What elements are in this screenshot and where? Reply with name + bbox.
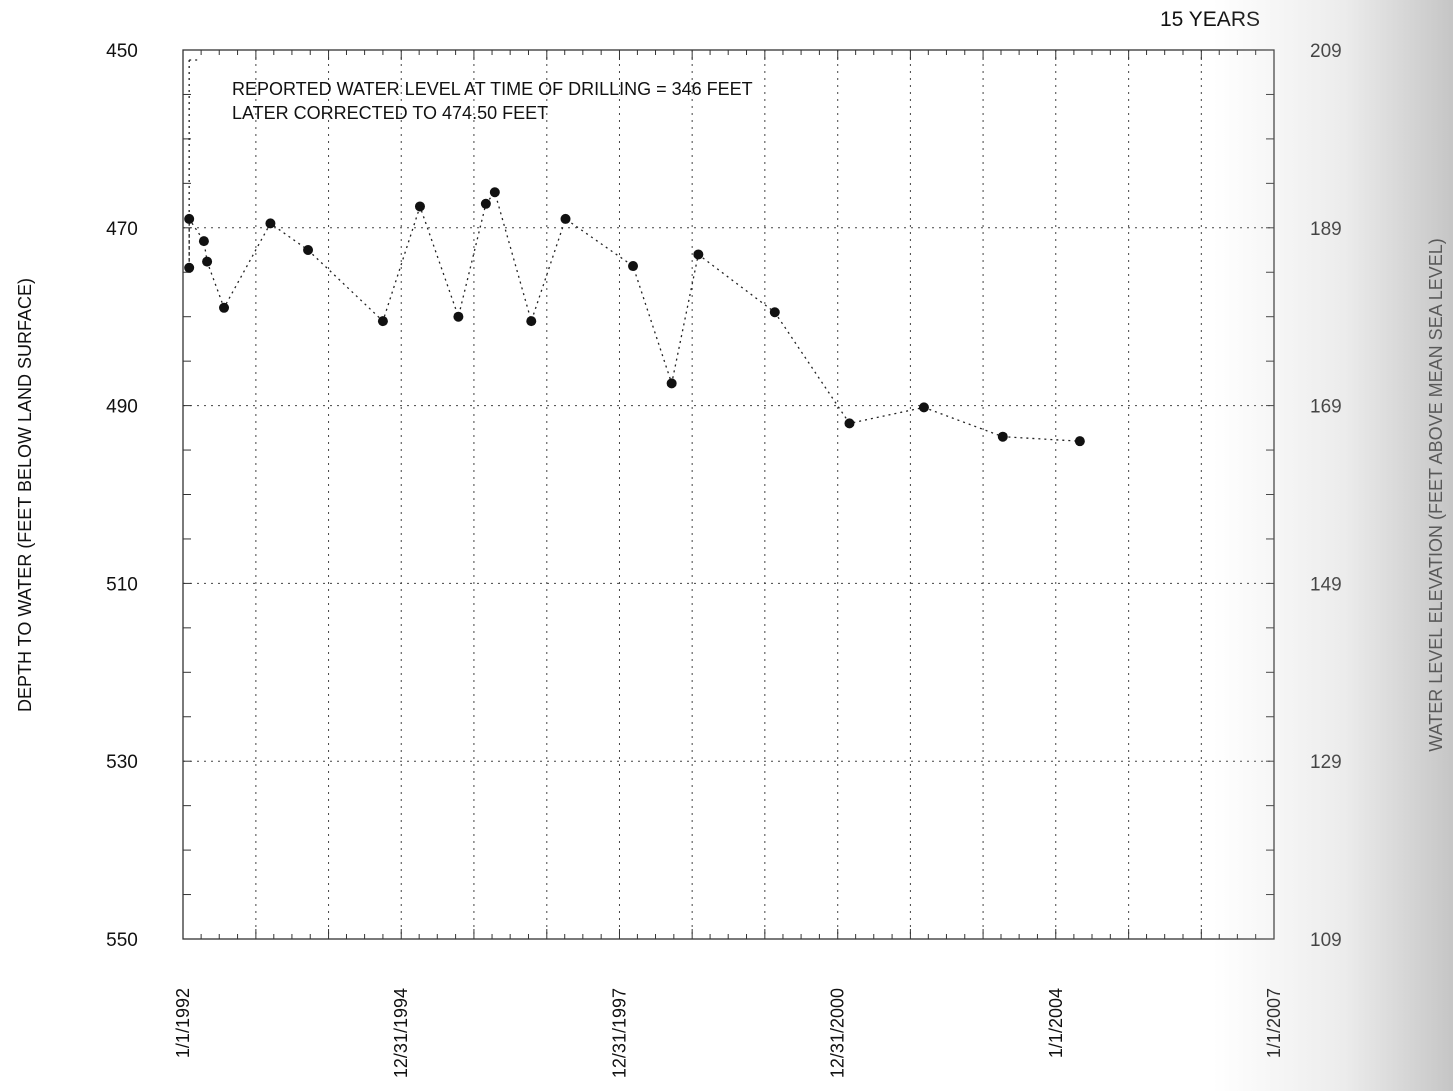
data-points (184, 59, 1085, 447)
data-point (666, 378, 677, 389)
series-line (188, 190, 1080, 442)
annotation-line-1: REPORTED WATER LEVEL AT TIME OF DRILLING… (232, 79, 753, 99)
y-tick-label: 490 (106, 397, 138, 418)
y-tick-label: 530 (106, 752, 138, 773)
data-point (769, 307, 780, 318)
data-point (184, 213, 195, 224)
y2-tick-label: 169 (1310, 397, 1342, 418)
data-point (1074, 436, 1085, 447)
y-tick-labels: 450 470 490 510 530 550 (106, 41, 138, 951)
y-tick-label: 450 (106, 41, 138, 62)
data-point (480, 198, 491, 209)
y2-tick-label: 109 (1310, 930, 1342, 951)
data-point (628, 261, 639, 272)
data-point (844, 418, 855, 429)
data-point (997, 431, 1008, 442)
y-tick-label: 510 (106, 574, 138, 595)
data-point (265, 218, 276, 229)
x-tick-label: 12/31/2000 (828, 988, 848, 1078)
y-tick-label: 550 (106, 930, 138, 951)
y2-tick-label: 209 (1310, 41, 1342, 62)
minor-ticks (182, 49, 1275, 940)
annotation-line-2: LATER CORRECTED TO 474.50 FEET (232, 103, 548, 123)
data-point (526, 316, 537, 327)
x-tick-labels: 1/1/1992 12/31/1994 12/31/1997 12/31/2000 1/… (173, 988, 1284, 1078)
y2-tick-labels: 209 189 169 149 129 109 (1310, 41, 1342, 951)
plot-frame (182, 49, 1275, 940)
x-tick-label: 1/1/1992 (173, 988, 193, 1058)
data-point (219, 302, 230, 313)
data-point (453, 311, 464, 322)
data-point (489, 187, 500, 198)
y2-tick-label: 149 (1310, 574, 1342, 595)
y2-axis-label: WATER LEVEL ELEVATION (FEET ABOVE MEAN S… (1426, 238, 1446, 752)
data-point (303, 245, 314, 256)
x-tick-label: 12/31/1994 (391, 988, 411, 1078)
data-point (184, 262, 195, 273)
data-point (560, 213, 571, 224)
y-axis-label: DEPTH TO WATER (FEET BELOW LAND SURFACE) (15, 278, 35, 712)
x-tick-label: 1/1/2004 (1046, 988, 1066, 1058)
data-point (918, 402, 929, 413)
span-label: 15 YEARS (1160, 8, 1260, 31)
y-tick-label: 470 (106, 219, 138, 240)
data-point (414, 201, 425, 212)
data-point (198, 236, 209, 247)
data-point (693, 249, 704, 260)
grid (183, 50, 1274, 939)
y2-tick-label: 189 (1310, 219, 1342, 240)
x-tick-label: 1/1/2007 (1264, 988, 1284, 1058)
y2-tick-label: 129 (1310, 752, 1342, 773)
x-tick-label: 12/31/1997 (609, 988, 629, 1078)
data-point (377, 316, 388, 327)
data-point (202, 256, 213, 267)
